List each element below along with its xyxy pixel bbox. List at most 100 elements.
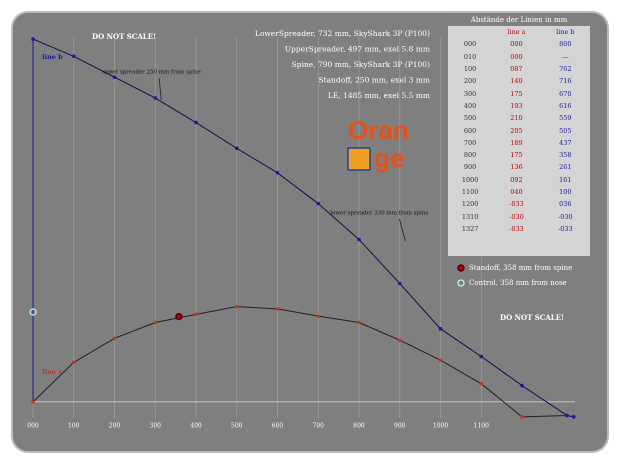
x-tick-label: 400 bbox=[190, 423, 202, 430]
point bbox=[31, 400, 35, 404]
table-cell: 1100 bbox=[461, 188, 479, 196]
marker bbox=[175, 312, 183, 321]
point bbox=[71, 54, 76, 59]
note: LowerSpreader, 732 mm, SkyShark 3P (P100… bbox=[255, 29, 430, 38]
table-row: 1100 040 100 bbox=[448, 186, 590, 198]
x-tick-label: 000 bbox=[27, 423, 39, 430]
point bbox=[397, 281, 402, 286]
table-cell: 505 bbox=[559, 126, 572, 135]
note: Spine, 790 mm, SkyShark 3P (P100) bbox=[292, 60, 430, 69]
legend-label: Control, 358 mm from nose bbox=[469, 279, 567, 287]
annotation: lower spreader 330 mm from spine bbox=[330, 211, 428, 217]
x-tick-label: 200 bbox=[109, 423, 121, 430]
table-cell: 136 bbox=[510, 163, 523, 172]
table-row: 200 140 716 bbox=[448, 75, 590, 87]
point bbox=[71, 360, 76, 365]
table-cell: 140 bbox=[510, 77, 523, 86]
table-caption: Abstände der Linien in mm bbox=[448, 14, 590, 26]
point bbox=[438, 327, 443, 331]
legend-swatch bbox=[457, 264, 465, 272]
table-cell: 175 bbox=[510, 151, 523, 160]
note: Standoff, 250 mm, exel 3 mm bbox=[318, 76, 430, 85]
warning: DO NOT SCALE! bbox=[500, 313, 564, 322]
column-header bbox=[448, 26, 492, 38]
x-tick-label: 900 bbox=[394, 423, 406, 430]
table-cell: 762 bbox=[559, 65, 572, 74]
table-cell: 087 bbox=[510, 65, 523, 74]
table-cell: 100 bbox=[559, 188, 572, 196]
point bbox=[438, 358, 443, 362]
table-cell: 800 bbox=[559, 40, 572, 49]
point bbox=[479, 381, 484, 386]
table-cell: -030 bbox=[509, 212, 524, 221]
table-cell: 175 bbox=[510, 89, 523, 98]
table-header: line a line b bbox=[448, 26, 590, 38]
table-cell: 000 bbox=[463, 40, 477, 49]
series-label: line a bbox=[42, 368, 63, 376]
table-cell: 670 bbox=[559, 89, 572, 98]
table-cell: 800 bbox=[463, 151, 477, 160]
table-row: 600 205 505 bbox=[448, 124, 590, 136]
x-tick-label: 700 bbox=[313, 423, 325, 430]
table-cell: 010 bbox=[463, 52, 477, 61]
x-tick-label: 1000 bbox=[433, 423, 448, 430]
table-cell: 300 bbox=[463, 89, 477, 98]
warning: DO NOT SCALE! bbox=[92, 32, 156, 41]
logo-icon bbox=[347, 147, 371, 171]
point bbox=[357, 320, 361, 325]
table-cell: 700 bbox=[463, 138, 477, 147]
x-tick-label: 300 bbox=[150, 423, 162, 430]
legend-label: Standoff, 358 mm from spine bbox=[469, 264, 572, 272]
table-row: 1327 -033 -033 bbox=[448, 223, 590, 235]
table-cell: 1327 bbox=[461, 224, 479, 233]
table-cell: 100 bbox=[463, 65, 477, 74]
table-cell: 189 bbox=[510, 138, 523, 147]
x-tick-label: 100 bbox=[68, 423, 80, 430]
x-tick-label: 600 bbox=[272, 423, 284, 430]
marker bbox=[29, 308, 37, 316]
table-cell: 1000 bbox=[461, 175, 479, 184]
table-cell: -033 bbox=[509, 224, 524, 233]
point bbox=[153, 320, 158, 325]
table-row: 000 000 800 bbox=[448, 38, 590, 50]
point bbox=[275, 307, 280, 311]
table-cell: 358 bbox=[559, 151, 572, 160]
legend-swatch bbox=[457, 279, 465, 287]
table-cell: 161 bbox=[559, 175, 572, 184]
point bbox=[275, 171, 280, 175]
plot: 000 100 200 300 400 500 600 700 800 900 1000 1100 li… bbox=[27, 29, 576, 430]
table-cell: -033 bbox=[509, 200, 524, 209]
column-header: line b bbox=[556, 28, 575, 37]
annotation-arrow bbox=[399, 218, 406, 242]
note: UpperSpreader, 497 mm, exel 5.8 mm bbox=[285, 45, 430, 54]
point bbox=[316, 201, 321, 206]
table-cell: 600 bbox=[463, 126, 477, 135]
table-cell: -030 bbox=[558, 212, 573, 221]
table-row: 010 000 — bbox=[448, 51, 590, 63]
table: line a line b 000 000 800 010 000—100 087 762 200… bbox=[448, 26, 590, 235]
table-cell: 210 bbox=[510, 114, 523, 123]
point bbox=[565, 413, 569, 418]
table-cell: 716 bbox=[559, 77, 572, 86]
annotation: upper spreader 250 mm from spine bbox=[102, 70, 201, 76]
point bbox=[316, 314, 321, 318]
column-header: line a bbox=[507, 28, 526, 37]
table-cell: — bbox=[562, 52, 569, 61]
point bbox=[153, 96, 158, 100]
point bbox=[357, 237, 361, 242]
table-cell: 400 bbox=[463, 101, 477, 110]
table-cell: 200 bbox=[463, 77, 477, 86]
table-cell: 092 bbox=[510, 175, 523, 184]
point bbox=[194, 120, 198, 125]
point bbox=[479, 354, 484, 359]
table-row: 100 087 762 bbox=[448, 63, 590, 75]
logo-bottom: ge bbox=[374, 143, 404, 173]
table-cell: 205 bbox=[510, 126, 523, 135]
table-row: 700 189 437 bbox=[448, 137, 590, 149]
point bbox=[31, 37, 35, 41]
table-body: 000 000 800 010 000 — 100 087 762 200 140 716 300 175… bbox=[448, 38, 590, 235]
x-tick-label: 1100 bbox=[474, 423, 489, 430]
x-tick-label: 800 bbox=[353, 423, 365, 430]
point bbox=[571, 415, 576, 419]
annotation-arrow bbox=[158, 77, 162, 101]
